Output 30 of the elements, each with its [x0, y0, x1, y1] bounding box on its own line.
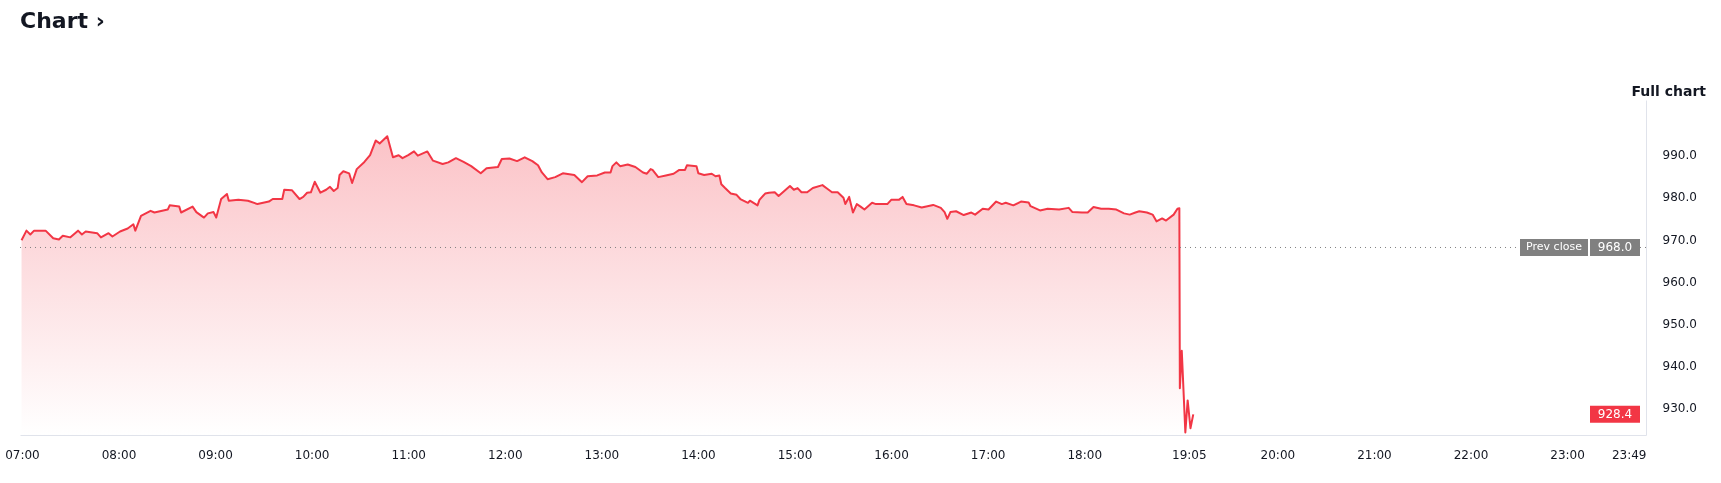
- x-tick-label: 15:00: [777, 447, 813, 462]
- y-tick-label: 950.0: [1662, 316, 1697, 331]
- x-tick-label: 08:00: [101, 447, 137, 462]
- x-tick-label: 13:00: [584, 447, 620, 462]
- chart-title: Chart ›: [20, 8, 105, 33]
- y-tick-label: 960.0: [1662, 274, 1697, 289]
- x-tick-label: 09:00: [198, 447, 233, 462]
- x-tick-label: 23:00: [1550, 447, 1585, 462]
- y-tick-label: 970.0: [1662, 232, 1697, 247]
- x-tick-label: 10:00: [294, 447, 330, 462]
- x-tick-label: 22:00: [1453, 447, 1489, 462]
- x-tick-label: 23:49: [1611, 447, 1647, 462]
- annotation: 968.0: [1597, 240, 1633, 255]
- x-tick-label: 18:00: [1067, 447, 1103, 462]
- x-tick-label: 14:00: [681, 447, 716, 462]
- y-tick-label: 930.0: [1662, 401, 1697, 416]
- x-tick-label: 11:00: [391, 447, 427, 462]
- ref-line-label: Prev close: [1526, 240, 1583, 254]
- x-tick-label: 12:00: [488, 447, 523, 462]
- x-tick-label: 17:00: [970, 447, 1006, 462]
- y-tick-label: 980.0: [1662, 190, 1697, 205]
- x-tick-label: 19:05: [1172, 447, 1207, 462]
- text: Full chart: [1631, 83, 1707, 99]
- annotation: 928.4: [1597, 407, 1633, 422]
- x-tick-label: 16:00: [874, 447, 909, 462]
- x-tick-label: 20:00: [1260, 447, 1296, 462]
- x-tick-label: 07:00: [5, 447, 40, 462]
- x-tick-label: 21:00: [1357, 447, 1392, 462]
- y-tick-label: 990.0: [1662, 148, 1697, 163]
- y-tick-label: 940.0: [1662, 358, 1697, 373]
